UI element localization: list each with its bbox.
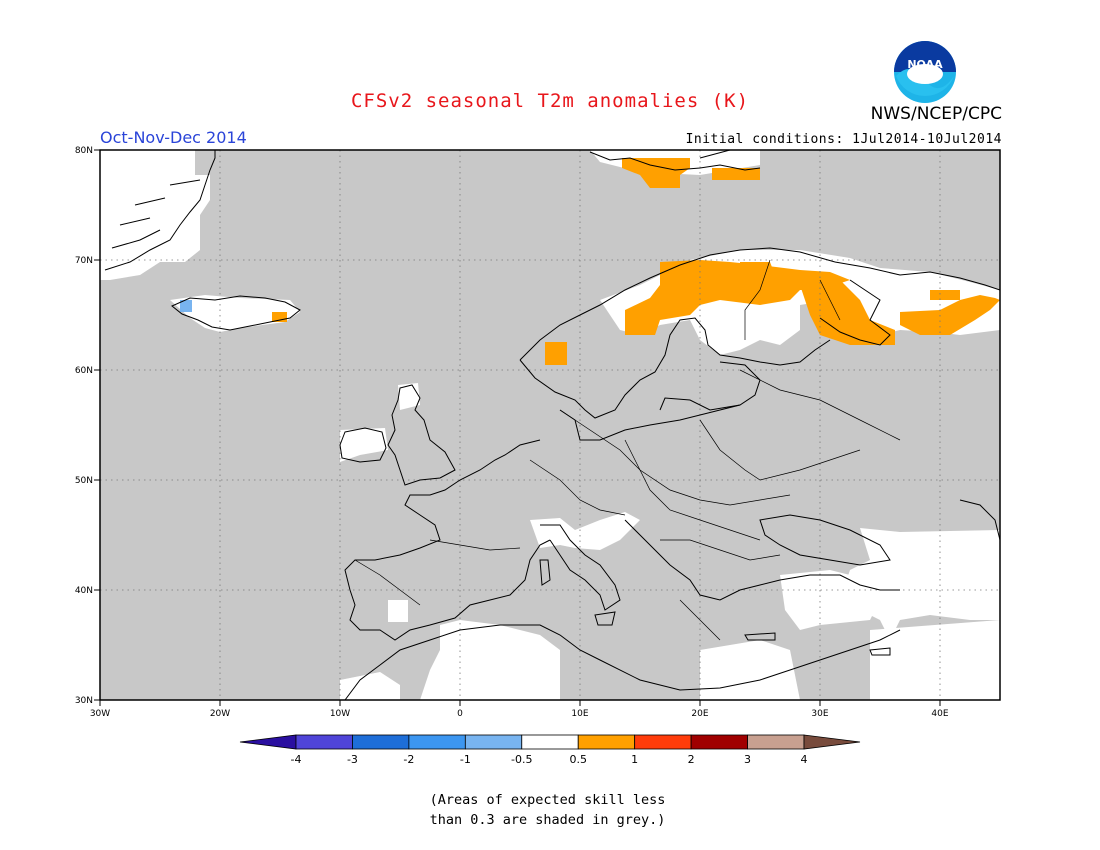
lat-label: 70N (75, 256, 93, 266)
period-label: Oct-Nov-Dec 2014 (100, 128, 247, 147)
legend-label: 2 (688, 753, 695, 766)
legend-color-box (408, 734, 466, 750)
noaa-logo: NOAA (893, 40, 957, 104)
skill-note-line1: (Areas of expected skill less (429, 792, 666, 808)
country-borders (354, 259, 901, 641)
lat-label: 50N (75, 476, 93, 486)
legend-label: -4 (291, 753, 302, 766)
lon-label: 10E (571, 709, 588, 719)
legend-color-box (747, 734, 805, 750)
logo-text: NOAA (907, 58, 943, 71)
legend-color-box (690, 734, 748, 750)
skill-note-line2: than 0.3 are shaded in grey.) (429, 812, 666, 828)
lon-label: 10W (330, 709, 350, 719)
lon-label: 20W (210, 709, 230, 719)
map-frame (99, 149, 1001, 701)
legend-arrow-low (239, 734, 297, 750)
legend-label: -0.5 (511, 753, 532, 766)
legend-label: 3 (744, 753, 751, 766)
axis-ticks (94, 149, 941, 706)
legend-arrow-high (803, 734, 861, 750)
lon-label: 30W (90, 709, 110, 719)
anomaly-map: 80N 70N 60N 50N 40N 30N 30W 20W 10W 0 10… (75, 146, 1001, 719)
color-bar-legend: -4 -3 -2 -1 -0.5 0.5 1 2 3 4 (239, 734, 861, 766)
legend-color-box (352, 734, 410, 750)
agency-label: NWS/NCEP/CPC (870, 104, 1002, 124)
legend-label: -2 (403, 753, 414, 766)
graticule (100, 150, 1000, 700)
lon-label: 40E (931, 709, 948, 719)
legend-color-box (521, 734, 579, 750)
legend-label: 4 (801, 753, 808, 766)
lon-label: 20E (691, 709, 708, 719)
legend-color-box (464, 734, 523, 750)
lat-label: 60N (75, 366, 93, 376)
warm-anomaly-patches (272, 158, 1000, 365)
lat-label: 80N (75, 146, 93, 156)
legend-label: -3 (347, 753, 358, 766)
cool-anomaly-patch (180, 300, 192, 312)
legend-color-box (295, 734, 353, 750)
initial-conditions-label: Initial conditions: 1Jul2014-10Jul2014 (685, 132, 1002, 147)
lat-label: 40N (75, 586, 93, 596)
legend-label: 0.5 (569, 753, 587, 766)
lat-label: 30N (75, 696, 93, 706)
coastlines (104, 150, 1000, 700)
legend-label: 1 (631, 753, 638, 766)
skill-note: (Areas of expected skill less than 0.3 a… (0, 790, 1100, 830)
legend-color-box (634, 734, 692, 750)
lon-label: 30E (811, 709, 828, 719)
lon-label: 0 (457, 709, 463, 719)
legend-color-box (577, 734, 636, 750)
legend-label: -1 (460, 753, 471, 766)
map-title: CFSv2 seasonal T2m anomalies (K) (350, 90, 750, 112)
